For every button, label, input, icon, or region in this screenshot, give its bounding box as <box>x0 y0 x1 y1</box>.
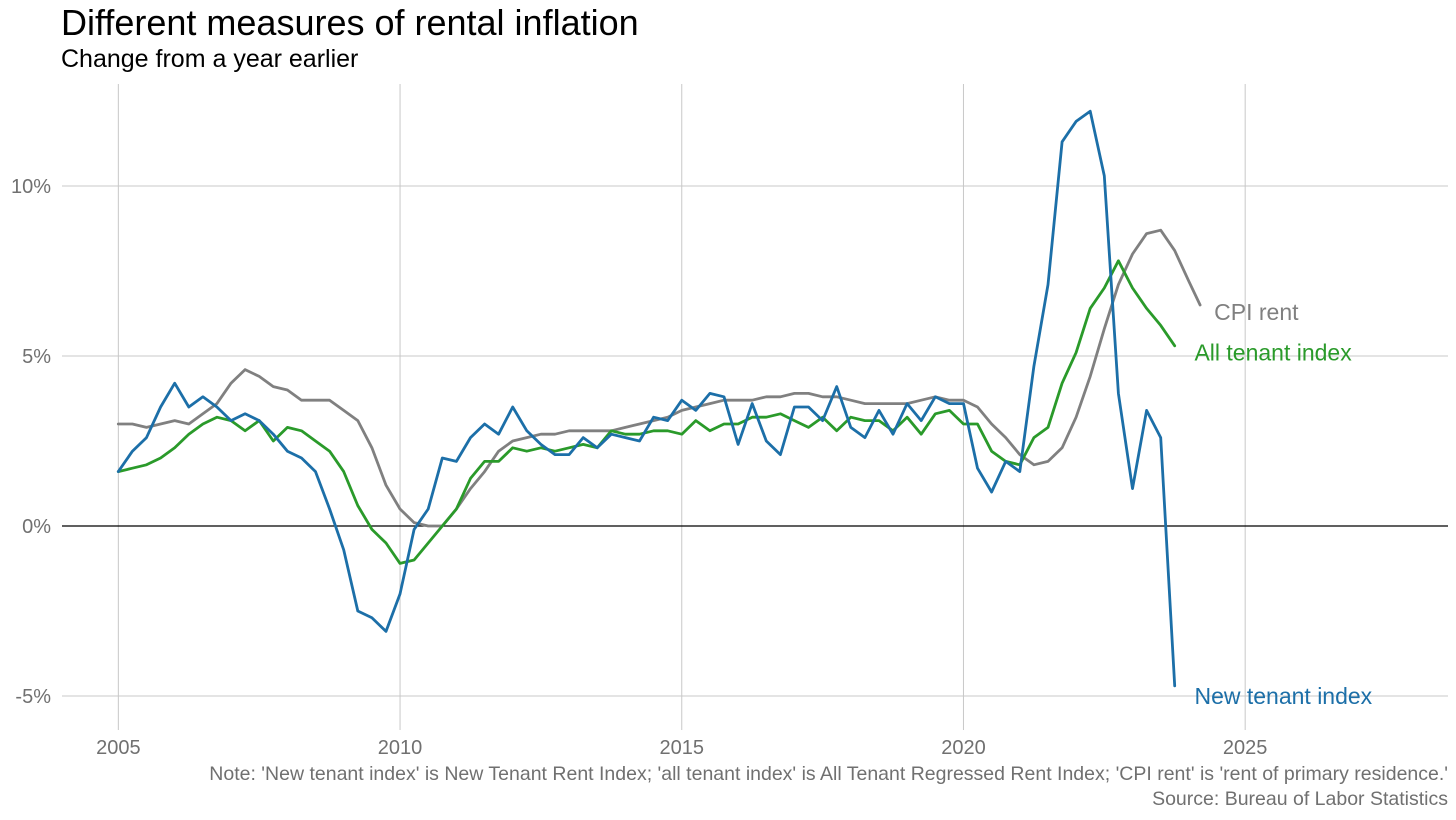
grid-lines <box>62 84 1448 730</box>
x-tick-label-2020: 2020 <box>941 737 986 759</box>
new-series-line <box>116 109 1177 688</box>
cpi-series-line <box>116 228 1202 528</box>
y-tick-label--5%: -5% <box>15 686 51 708</box>
chart-title: Different measures of rental inflation <box>61 2 639 43</box>
y-tick-label-5%: 5% <box>22 346 51 368</box>
x-tick-label-2025: 2025 <box>1223 737 1268 759</box>
y-tick-label-0%: 0% <box>22 516 51 538</box>
x-tick-label-2015: 2015 <box>660 737 705 759</box>
all-series-label: All tenant index <box>1194 340 1352 366</box>
cpi-series-label: CPI rent <box>1214 299 1299 325</box>
series-labels: CPI rent All tenant index New tenant index <box>1194 299 1372 709</box>
x-tick-label-2010: 2010 <box>378 737 423 759</box>
chart-note: Note: 'New tenant index' is New Tenant R… <box>209 763 1448 785</box>
chart-subtitle: Change from a year earlier <box>61 45 359 73</box>
x-tick-label-2005: 2005 <box>96 737 141 759</box>
series-lines <box>116 109 1202 688</box>
line-chart: 2005 2010 2015 2020 2025 -5% 0% 5% 10% CPI rent A… <box>11 84 1448 759</box>
all-series-line <box>116 259 1177 565</box>
axis-tick-labels: 2005 2010 2015 2020 2025 -5% 0% 5% 10% <box>11 176 1267 759</box>
y-tick-label-10%: 10% <box>11 176 51 198</box>
chart-source: Source: Bureau of Labor Statistics <box>1152 788 1448 810</box>
new-series-label: New tenant index <box>1194 683 1372 709</box>
